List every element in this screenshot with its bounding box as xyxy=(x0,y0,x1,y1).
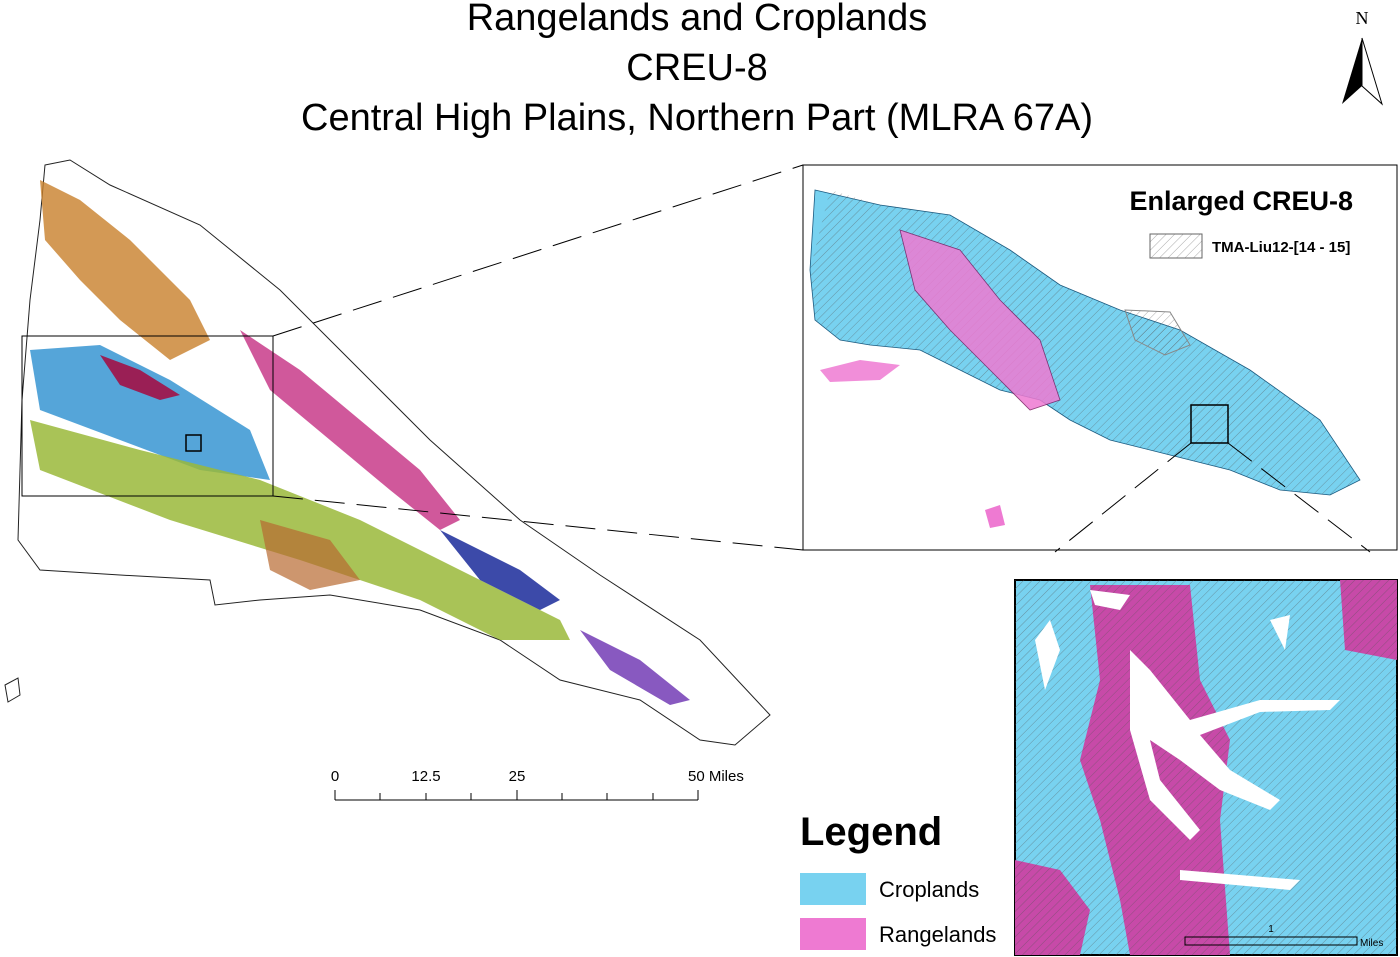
zoom-scale-unit: Miles xyxy=(1360,938,1383,949)
scale-label: 12.5 xyxy=(411,768,440,785)
extent-box xyxy=(185,434,202,452)
title-line: Rangelands and Croplands xyxy=(467,0,928,39)
leader-line xyxy=(272,164,804,337)
legend-label: Rangelands xyxy=(879,922,996,947)
north-label: N xyxy=(1356,8,1369,28)
rangeland-area xyxy=(985,505,1005,528)
leader-line xyxy=(1227,442,1371,553)
legend-label: Croplands xyxy=(879,877,979,902)
enlarged-title: Enlarged CREU-8 xyxy=(1129,186,1353,216)
scale-label: 25 xyxy=(509,768,526,785)
legend-swatch xyxy=(800,918,866,950)
scale-label: 0 xyxy=(331,768,339,785)
extent-box xyxy=(21,335,274,497)
landcover-patch xyxy=(240,330,460,530)
landcover-patch xyxy=(440,530,560,610)
scale-label: 50 Miles xyxy=(688,768,744,785)
hatch-swatch xyxy=(1149,233,1203,259)
rangeland-area xyxy=(899,229,1061,411)
hatch-label: TMA-Liu12-[14 - 15] xyxy=(1212,239,1350,256)
rangeland-area xyxy=(820,360,900,382)
title-line: CREU-8 xyxy=(626,47,767,89)
extent-box xyxy=(1190,404,1229,444)
unclassified-area xyxy=(1130,650,1340,840)
landcover-patch xyxy=(260,520,360,590)
legend: Croplands Rangelands xyxy=(800,873,996,950)
title-line: Central High Plains, Northern Part (MLRA… xyxy=(301,97,1093,139)
landcover-patch xyxy=(30,420,570,640)
landcover-patch xyxy=(40,180,210,360)
zoom-scale-bar xyxy=(1184,936,1358,946)
north-arrow xyxy=(1342,38,1362,104)
leader-line xyxy=(1054,442,1192,553)
unclassified-area xyxy=(1035,590,1300,890)
legend-swatch xyxy=(800,873,866,905)
legend-title: Legend xyxy=(800,810,942,854)
landcover-patch xyxy=(30,345,270,480)
region-island xyxy=(4,677,21,703)
north-arrow xyxy=(1361,37,1383,106)
zoom-scale-label: 1 xyxy=(1268,924,1274,935)
leader-line xyxy=(272,495,804,551)
hatch-area xyxy=(1124,309,1191,356)
landcover-patch xyxy=(100,355,180,400)
scale-bar xyxy=(334,790,699,801)
landcover-patch xyxy=(580,630,690,705)
